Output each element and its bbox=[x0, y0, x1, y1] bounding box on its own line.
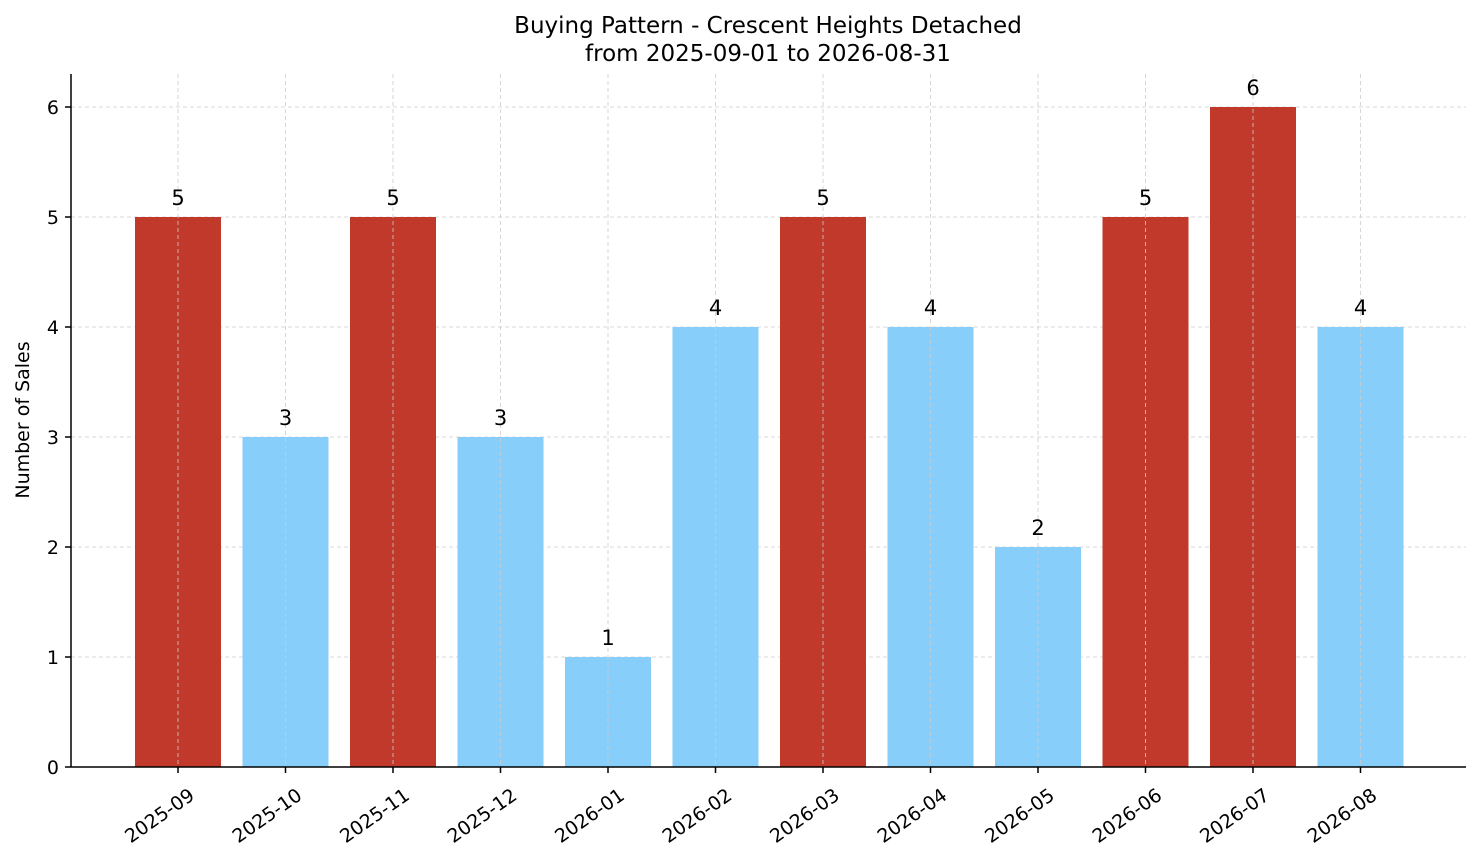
bar-value-label: 1 bbox=[601, 626, 614, 650]
bar-value-label: 5 bbox=[386, 186, 399, 210]
y-tick-label: 2 bbox=[47, 537, 59, 559]
y-axis-label: Number of Sales bbox=[12, 341, 34, 498]
bar bbox=[1210, 107, 1296, 767]
bar-value-label: 4 bbox=[709, 296, 722, 320]
bar-value-label: 6 bbox=[1246, 76, 1259, 100]
y-tick-label: 0 bbox=[47, 757, 59, 779]
y-tick-label: 5 bbox=[47, 207, 59, 229]
chart-title: Buying Pattern - Crescent Heights Detach… bbox=[514, 13, 1022, 39]
y-tick-label: 4 bbox=[47, 317, 59, 339]
x-tick-label: 2026-04 bbox=[874, 784, 952, 848]
bar-value-label: 4 bbox=[924, 296, 937, 320]
x-tick-label: 2025-11 bbox=[336, 784, 414, 848]
x-tick-label: 2026-06 bbox=[1089, 784, 1167, 848]
x-tick-label: 2026-02 bbox=[659, 784, 737, 848]
bar-value-label: 2 bbox=[1031, 516, 1044, 540]
bar-value-label: 5 bbox=[1139, 186, 1152, 210]
axis-layer bbox=[65, 74, 1466, 773]
x-tick-label: 2025-10 bbox=[229, 784, 307, 848]
chart-subtitle: from 2025-09-01 to 2026-08-31 bbox=[585, 41, 951, 67]
x-tick-label: 2026-08 bbox=[1304, 784, 1382, 848]
bar-value-label: 5 bbox=[816, 186, 829, 210]
y-tick-label: 1 bbox=[47, 647, 59, 669]
x-tick-label: 2026-03 bbox=[766, 784, 844, 848]
y-tick-label: 6 bbox=[47, 97, 59, 119]
x-tick-label: 2026-07 bbox=[1196, 784, 1274, 848]
bar-value-label: 3 bbox=[279, 406, 292, 430]
y-tick-label: 3 bbox=[47, 427, 59, 449]
bar-value-label: 4 bbox=[1354, 296, 1367, 320]
bar-value-label: 3 bbox=[494, 406, 507, 430]
x-tick-label: 2026-01 bbox=[551, 784, 629, 848]
x-tick-label: 2025-09 bbox=[121, 784, 199, 848]
bar-value-label: 5 bbox=[171, 186, 184, 210]
x-tick-label: 2026-05 bbox=[981, 784, 1059, 848]
bar-layer bbox=[135, 74, 1404, 767]
x-tick-label: 2025-12 bbox=[444, 784, 522, 848]
